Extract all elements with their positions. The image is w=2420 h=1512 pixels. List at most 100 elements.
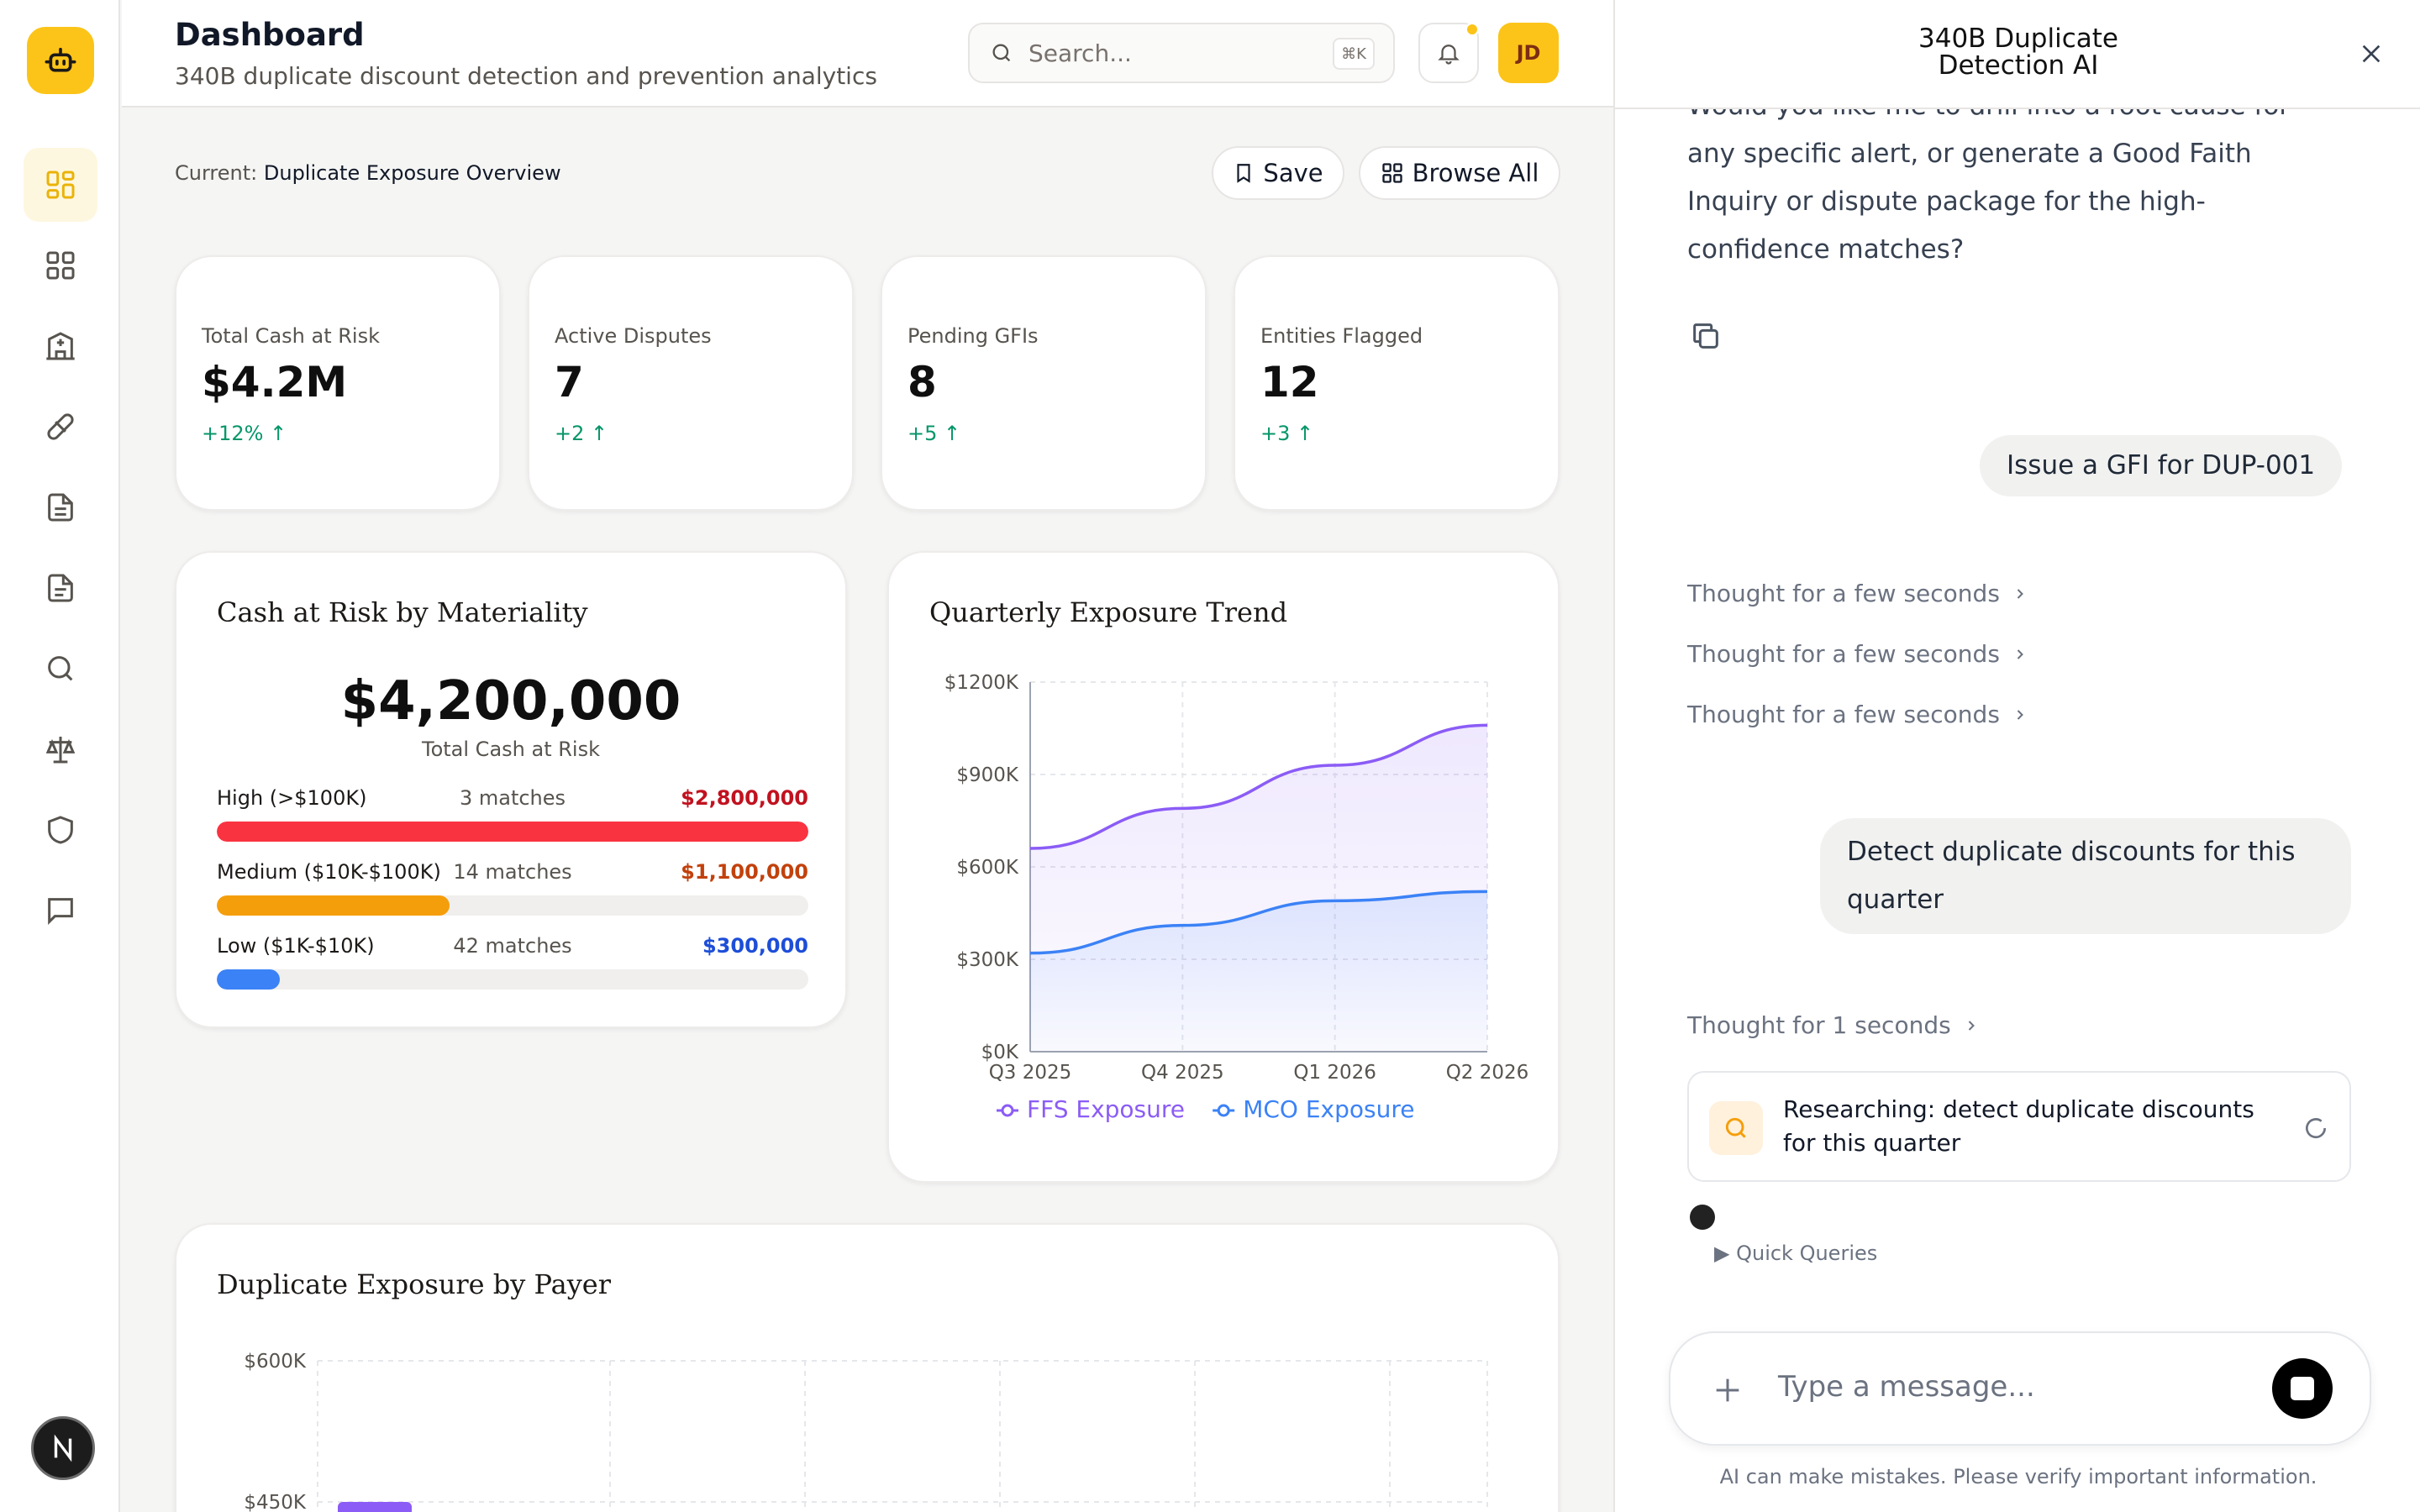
message-input[interactable]: Type a message... <box>1778 1370 2035 1404</box>
thought-label: Thought for a few seconds <box>1687 580 2000 607</box>
kpi-card-active-disputes: Active Disputes 7 +2 ↑ <box>528 255 854 511</box>
series-area <box>1030 891 1487 1052</box>
thought-toggle[interactable]: Thought for a few seconds <box>1687 640 2028 668</box>
workspace-avatar-icon[interactable] <box>31 1416 95 1480</box>
y-tick-label: $900K <box>956 764 1019 786</box>
search-shortcut: ⌘K <box>1333 38 1375 70</box>
copy-icon[interactable] <box>1689 319 1723 353</box>
payer-card: Duplicate Exposure by Payer $450K $600K <box>175 1223 1560 1512</box>
research-status: Researching: detect duplicate discounts … <box>1687 1071 2351 1182</box>
grid-nav-icon[interactable] <box>24 228 97 302</box>
user-message: Issue a GFI for DUP-001 <box>1980 435 2343 496</box>
materiality-total: $4,200,000 <box>340 670 681 732</box>
current-label: Current: <box>175 161 258 185</box>
user-avatar[interactable]: JD <box>1498 23 1559 83</box>
dashboard-nav-icon[interactable] <box>24 148 97 222</box>
kpi-label: Pending GFIs <box>908 324 1039 348</box>
current-value: Duplicate Exposure Overview <box>263 161 561 185</box>
page-subtitle: 340B duplicate discount detection and pr… <box>175 62 877 90</box>
legend-label: MCO Exposure <box>1243 1095 1414 1123</box>
search-input[interactable]: Search... ⌘K <box>968 23 1395 83</box>
bell-icon <box>1438 45 1460 65</box>
trend-chart: $0K $300K $600K $900K $1200K Q3 2025 Q4 2025 Q1… <box>944 672 1529 1123</box>
payer-chart: $450K $600K <box>244 1351 1488 1512</box>
pill-nav-icon[interactable] <box>24 390 97 464</box>
thought-toggle[interactable]: Thought for 1 seconds <box>1687 1011 1980 1039</box>
bookmark-icon <box>1237 164 1250 183</box>
x-tick-label: Q4 2025 <box>1141 1062 1224 1084</box>
plus-icon[interactable] <box>1711 1373 1744 1407</box>
y-tick-label: $600K <box>244 1351 307 1373</box>
x-tick-label: Q2 2026 <box>1446 1062 1529 1084</box>
kpi-value: 7 <box>555 358 584 407</box>
thought-label: Thought for a few seconds <box>1687 640 2000 668</box>
materiality-row-amount: $1,100,000 <box>681 860 808 884</box>
kpi-card-cash-at-risk: Total Cash at Risk $4.2M +12% ↑ <box>175 255 501 511</box>
y-tick-label: $450K <box>244 1492 307 1512</box>
notifications-button[interactable] <box>1418 23 1479 83</box>
notification-dot <box>1465 23 1479 36</box>
materiality-bar-fill <box>217 895 450 916</box>
materiality-row-count: 3 matches <box>459 786 566 810</box>
page-title: Dashboard <box>175 17 365 53</box>
materiality-title: Cash at Risk by Materiality <box>217 596 588 628</box>
kpi-delta: +12% ↑ <box>202 422 287 445</box>
hospital-nav-icon[interactable] <box>24 309 97 383</box>
chevron-right-icon <box>2017 648 2023 659</box>
x-tick-label: Q1 2026 <box>1293 1062 1376 1084</box>
scale-nav-icon[interactable] <box>24 712 97 786</box>
kpi-card-pending-gfis: Pending GFIs 8 +5 ↑ <box>881 255 1207 511</box>
disclaimer: AI can make mistakes. Please verify impo… <box>1719 1465 2317 1488</box>
materiality-bar-fill <box>217 969 281 990</box>
assistant-message: Would you like me to drill into a root c… <box>1687 91 2290 265</box>
message-composer[interactable]: Type a message... <box>1669 1331 2371 1446</box>
materiality-bar-fill <box>217 822 808 842</box>
materiality-bar-track <box>217 822 808 842</box>
bot-logo-icon[interactable] <box>27 27 94 94</box>
y-tick-label: $300K <box>956 949 1019 971</box>
top-header: Dashboard 340B duplicate discount detect… <box>122 0 1613 108</box>
shield-nav-icon[interactable] <box>24 793 97 867</box>
report-nav-icon[interactable] <box>24 551 97 625</box>
kpi-label: Active Disputes <box>555 324 712 348</box>
materiality-row-label: Medium ($10K-$100K) <box>217 860 441 884</box>
y-tick-label: $0K <box>981 1042 1019 1063</box>
chevron-right-icon <box>1968 1020 1975 1031</box>
x-tick-label: Q3 2025 <box>989 1062 1072 1084</box>
ai-panel: 340B Duplicate Detection AI Would you li… <box>1613 0 2420 1512</box>
panel-title: 340B Duplicate Detection AI <box>1615 25 2420 79</box>
trend-card: Quarterly Exposure Trend $0K $300K $600K $9… <box>887 551 1560 1183</box>
stop-button[interactable] <box>2272 1358 2333 1419</box>
chevron-right-icon <box>2017 588 2023 599</box>
panel-header: 340B Duplicate Detection AI <box>1615 0 2420 109</box>
kpi-label: Entities Flagged <box>1260 324 1423 348</box>
materiality-row-amount: $300,000 <box>702 934 808 958</box>
search-icon <box>992 44 1011 62</box>
series-line <box>1029 890 1488 955</box>
materiality-row-amount: $2,800,000 <box>681 786 808 810</box>
search-icon <box>1709 1101 1763 1155</box>
materiality-row-count: 42 matches <box>453 934 572 958</box>
materiality-bar-track <box>217 895 808 916</box>
quick-queries-toggle[interactable]: ▶ Quick Queries <box>1714 1242 1878 1265</box>
document-nav-icon[interactable] <box>24 470 97 544</box>
close-icon[interactable] <box>2358 40 2385 67</box>
grid-icon <box>1381 163 1402 183</box>
materiality-row-count: 14 matches <box>453 860 572 884</box>
materiality-total-label: Total Cash at Risk <box>422 738 600 761</box>
user-message: Detect duplicate discounts for this quar… <box>1820 818 2351 934</box>
search-nav-icon[interactable] <box>24 632 97 706</box>
sidebar <box>0 0 120 1512</box>
panel-title-line2: Detection AI <box>1938 50 2099 81</box>
browse-label: Browse All <box>1412 159 1539 187</box>
chat-nav-icon[interactable] <box>24 874 97 948</box>
chevron-right-icon <box>2017 709 2023 720</box>
browse-all-button[interactable]: Browse All <box>1359 146 1560 200</box>
kpi-value: 8 <box>908 358 937 407</box>
thought-toggle[interactable]: Thought for a few seconds <box>1687 580 2028 607</box>
save-button[interactable]: Save <box>1212 146 1344 200</box>
kpi-value: 12 <box>1260 358 1319 407</box>
thought-label: Thought for a few seconds <box>1687 701 2000 728</box>
series-line <box>1029 723 1488 850</box>
thought-toggle[interactable]: Thought for a few seconds <box>1687 701 2028 728</box>
